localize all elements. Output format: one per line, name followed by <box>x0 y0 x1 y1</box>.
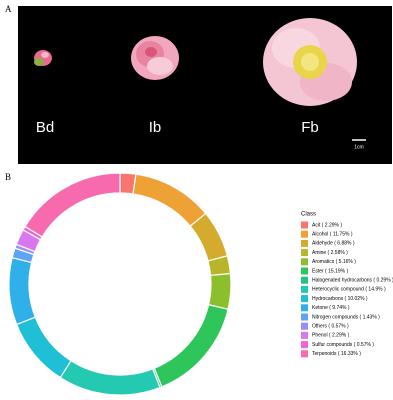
legend-swatch <box>301 322 308 330</box>
legend-swatch <box>301 239 308 247</box>
stage-label: Ib <box>149 119 162 136</box>
legend-swatch <box>301 331 308 339</box>
legend-label: Heterocyclic compound ( 14.9% ) <box>312 287 386 293</box>
legend-label: Amine ( 2.58% ) <box>312 250 348 256</box>
legend-label: Others ( 0.57% ) <box>312 324 349 330</box>
legend-label: Hydrocarbons ( 10.02% ) <box>312 296 368 302</box>
panel-label: B <box>5 172 11 182</box>
donut-segment <box>24 172 121 238</box>
legend-swatch <box>301 313 308 321</box>
legend: Class Acit ( 2.29% ) Alcohol ( 11.75% ) Al… <box>301 212 393 358</box>
legend-label: Terpenoids ( 16.33% ) <box>312 351 361 357</box>
legend-swatch <box>301 295 308 303</box>
flower-bud <box>34 50 52 66</box>
legend-swatch <box>301 304 308 312</box>
scale-bar-label: 1cm <box>354 144 363 150</box>
legend-swatch <box>301 249 308 257</box>
legend-label: Acit ( 2.29% ) <box>312 222 342 228</box>
legend-swatch <box>301 350 308 358</box>
legend-label: Phenol ( 2.29% ) <box>312 333 350 339</box>
legend-swatch <box>301 341 308 349</box>
legend-label: Halogenated hydrocarbons ( 0.29% ) <box>312 278 393 284</box>
stage-label: Bd <box>36 119 54 136</box>
legend-label: Aldehyde ( 6.88% ) <box>312 241 355 247</box>
donut-segment <box>8 256 37 326</box>
legend-swatch <box>301 276 308 284</box>
donut-chart <box>8 172 232 396</box>
legend-swatch <box>301 230 308 238</box>
legend-title: Class <box>301 212 316 218</box>
legend-label: Ester ( 15.19% ) <box>312 268 348 274</box>
legend-swatch <box>301 285 308 293</box>
legend-label: Alcohol ( 11.75% ) <box>312 232 353 238</box>
flower-initial-bloom <box>131 36 179 80</box>
legend-swatch <box>301 267 308 275</box>
flower-full-bloom <box>263 18 357 106</box>
panel-label: A <box>5 4 12 14</box>
legend-swatch <box>301 221 308 229</box>
donut-segment <box>153 304 229 388</box>
donut-segment <box>132 173 207 228</box>
donut-segment <box>15 316 72 379</box>
legend-label: Ketone ( 9.74% ) <box>312 305 350 311</box>
donut-segment <box>207 272 232 311</box>
legend-swatch <box>301 258 308 266</box>
legend-label: Sulfur compounds ( 0.57% ) <box>312 342 374 348</box>
stage-label: Fb <box>301 119 319 136</box>
donut-segment <box>59 359 161 396</box>
legend-label: Aromatics ( 5.16% ) <box>312 259 356 265</box>
legend-label: Nitrogen compounds ( 1.43% ) <box>312 314 380 320</box>
